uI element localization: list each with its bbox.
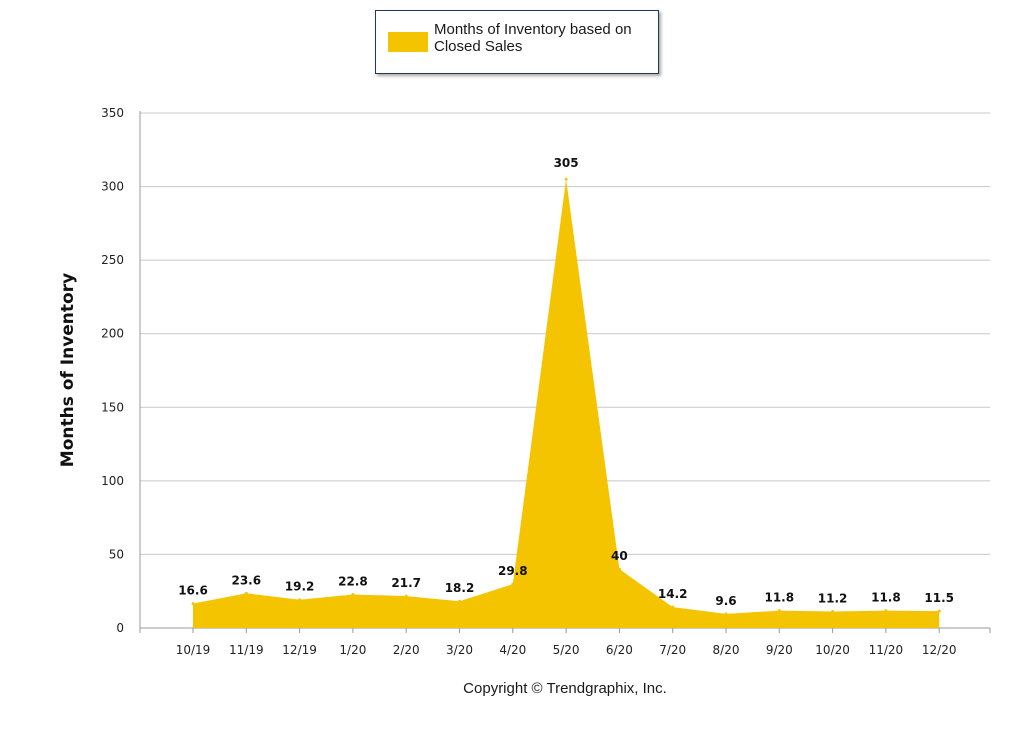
data-label: 11.5 [924, 591, 954, 605]
data-label: 14.2 [658, 587, 688, 601]
x-tick-label: 7/20 [659, 643, 686, 657]
data-point [511, 582, 515, 586]
x-tick-label: 3/20 [446, 643, 473, 657]
legend-swatch [388, 32, 428, 52]
data-point [724, 612, 728, 616]
legend: Months of Inventory based on Closed Sale… [375, 10, 659, 74]
data-label: 22.8 [338, 574, 368, 588]
x-tick-label: 8/20 [713, 643, 740, 657]
area-series [193, 179, 940, 628]
data-label: 29.8 [498, 564, 528, 578]
data-point [458, 599, 461, 603]
x-tick-label: 4/20 [499, 643, 526, 657]
data-label: 23.6 [231, 573, 261, 587]
data-label: 16.6 [178, 584, 208, 598]
copyright-text: Copyright © Trendgraphix, Inc. [463, 680, 667, 697]
y-tick-label: 250 [101, 253, 124, 267]
x-tick-label: 12/20 [922, 643, 957, 657]
data-label: 11.8 [871, 591, 901, 605]
legend-label: Months of Inventory based on Closed Sale… [434, 21, 632, 55]
x-tick-label: 5/20 [553, 643, 580, 657]
y-axis-title: Months of Inventory [58, 272, 78, 468]
data-label: 40 [611, 549, 628, 563]
data-point [671, 605, 675, 609]
data-label: 305 [554, 156, 579, 170]
x-tick-label: 9/20 [766, 643, 793, 657]
data-point [777, 609, 781, 613]
data-point [937, 609, 941, 613]
x-tick-label: 6/20 [606, 643, 633, 657]
data-point [884, 609, 888, 613]
data-label: 19.2 [285, 580, 315, 594]
data-label: 11.8 [764, 591, 794, 605]
y-tick-label: 50 [109, 547, 124, 561]
x-tick-label: 11/19 [229, 643, 264, 657]
x-tick-label: 10/19 [176, 643, 211, 657]
y-tick-label: 150 [101, 400, 124, 414]
x-tick-label: 1/20 [339, 643, 366, 657]
data-label: 18.2 [445, 581, 475, 595]
data-point [404, 594, 408, 598]
data-label: 9.6 [715, 594, 736, 608]
data-label: 11.2 [818, 592, 848, 606]
y-tick-label: 350 [101, 106, 124, 120]
y-tick-label: 200 [101, 327, 124, 341]
y-tick-label: 300 [101, 180, 124, 194]
y-tick-label: 100 [101, 474, 124, 488]
y-tick-label: 0 [116, 621, 124, 635]
data-point [191, 602, 195, 606]
data-point [617, 567, 621, 571]
data-point [831, 610, 835, 614]
x-tick-label: 11/20 [869, 643, 904, 657]
data-point [298, 598, 302, 602]
x-tick-label: 2/20 [393, 643, 420, 657]
data-point [564, 177, 568, 181]
x-tick-label: 12/19 [282, 643, 317, 657]
data-point [351, 592, 355, 596]
data-label: 21.7 [391, 576, 421, 590]
x-tick-label: 10/20 [815, 643, 850, 657]
data-point [244, 591, 248, 595]
